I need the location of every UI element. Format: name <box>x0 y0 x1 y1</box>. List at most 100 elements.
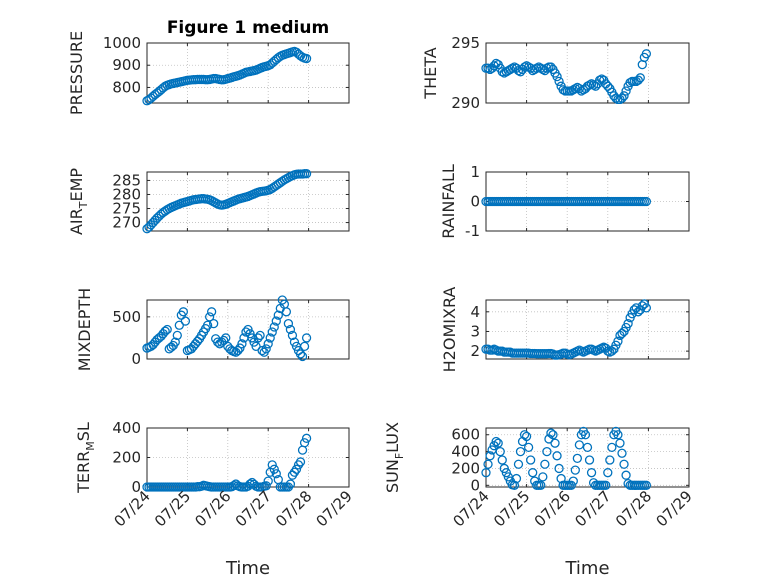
y-tick-label: -1 <box>465 222 480 240</box>
data-point <box>550 438 560 448</box>
data-point <box>568 476 578 486</box>
axes-box <box>485 299 690 360</box>
data-point <box>613 336 623 346</box>
y-axis-label-part: EMP <box>67 168 86 202</box>
data-point <box>635 73 645 83</box>
data-markers <box>481 196 652 207</box>
grid-lines <box>147 172 349 231</box>
data-point <box>245 329 255 339</box>
data-point <box>548 430 558 440</box>
y-axis-label-subscript: T <box>77 201 90 209</box>
data-point <box>170 337 180 347</box>
subplot-mixdepth: 0 500 MIXDEPTH <box>75 288 350 371</box>
data-point <box>301 169 312 179</box>
data-point <box>483 63 493 73</box>
data-point <box>572 453 582 463</box>
plot-area <box>147 300 349 359</box>
data-point <box>538 472 548 482</box>
data-point <box>481 468 491 478</box>
data-point <box>273 310 283 320</box>
data-point <box>619 91 629 101</box>
y-tick-label: 3 <box>470 322 480 340</box>
y-tick-label: 400 <box>112 419 141 437</box>
data-point <box>538 64 548 75</box>
data-point <box>495 446 505 457</box>
data-point <box>511 473 522 484</box>
y-axis-label-part: THETA <box>421 47 440 99</box>
plot-area <box>147 172 349 231</box>
subplot-theta: 290 295 THETA <box>421 34 690 112</box>
subplot-pressure: 800 900 1000 PRESSURE Figure 1 medium <box>67 18 350 115</box>
data-point <box>283 318 294 329</box>
axes-box <box>485 42 690 104</box>
data-markers <box>481 299 652 360</box>
data-point <box>588 80 599 90</box>
y-axis-label: SUNFLUX <box>383 422 406 493</box>
data-point <box>241 327 251 337</box>
data-point <box>546 428 556 438</box>
y-axis-label-part: H2OMIXRA <box>440 287 459 373</box>
y-tick-label: 285 <box>112 171 141 189</box>
data-point <box>257 345 267 356</box>
y-axis-label: THETA <box>421 47 440 99</box>
data-point <box>519 62 530 72</box>
data-point <box>586 468 597 478</box>
data-point <box>289 337 300 347</box>
y-tick-label: 200 <box>112 449 141 467</box>
data-point <box>513 459 524 469</box>
data-point <box>641 480 652 490</box>
data-point <box>267 327 277 337</box>
data-point <box>515 446 526 457</box>
data-point <box>521 431 532 442</box>
data-point <box>265 333 275 343</box>
data-point <box>483 459 493 469</box>
data-point <box>206 307 217 317</box>
data-point <box>536 480 546 490</box>
data-markers <box>481 49 652 105</box>
data-point <box>253 333 263 343</box>
y-tick-label: 295 <box>451 34 480 52</box>
data-point <box>245 479 255 489</box>
data-point <box>641 49 652 59</box>
data-point <box>491 436 501 447</box>
y-tick-label: 1000 <box>103 34 141 52</box>
data-point <box>540 459 550 469</box>
data-point <box>295 349 306 359</box>
data-point <box>489 61 499 71</box>
y-axis-label-part: PRESSURE <box>67 31 86 115</box>
y-axis-label-subscript: F <box>393 453 406 459</box>
y-axis-label-subscript: M <box>84 441 97 451</box>
y-tick-label: 0 <box>470 193 480 211</box>
axes-box <box>146 171 350 232</box>
data-point <box>542 446 552 457</box>
data-point <box>172 330 182 341</box>
y-tick-label: 290 <box>451 94 480 112</box>
data-point <box>291 464 302 474</box>
y-tick-label: 2 <box>470 342 480 360</box>
data-point <box>552 451 562 461</box>
data-point <box>160 326 170 336</box>
data-point <box>556 473 566 484</box>
y-tick-label: 1 <box>470 163 480 181</box>
subplot-rainfall: -1 0 1 RAINFALL <box>439 163 690 240</box>
y-axis-label: TERRMSL <box>74 422 97 494</box>
data-point <box>297 351 308 362</box>
data-point <box>605 455 615 465</box>
data-point <box>570 465 580 475</box>
grid-lines <box>147 428 349 487</box>
data-point <box>485 451 495 461</box>
data-point <box>584 455 595 465</box>
data-point <box>221 333 231 343</box>
data-point <box>497 455 507 465</box>
data-markers <box>142 433 312 492</box>
subplot-h2omixra: 2 34 H2OMIXRA <box>440 287 690 373</box>
y-axis-label-part: TERR <box>74 451 93 494</box>
y-tick-label: 0 <box>131 478 141 496</box>
data-point <box>281 307 292 317</box>
data-point <box>523 442 534 453</box>
y-axis-label: RAINFALL <box>439 164 458 239</box>
data-point <box>301 433 312 443</box>
x-axis-label: Time <box>225 558 270 579</box>
figure-title: Figure 1 medium <box>167 18 329 38</box>
data-markers <box>481 426 652 490</box>
